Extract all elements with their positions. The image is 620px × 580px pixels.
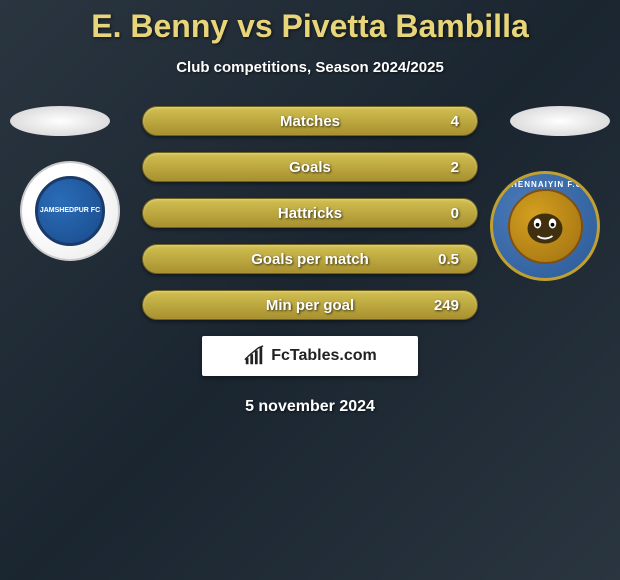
stat-label: Matches bbox=[280, 113, 340, 130]
brand-text: FcTables.com bbox=[271, 347, 377, 365]
stat-row: Goals per match 0.5 bbox=[142, 244, 478, 274]
brand-box[interactable]: FcTables.com bbox=[202, 336, 418, 376]
chart-icon bbox=[243, 345, 265, 367]
stat-row: Goals 2 bbox=[142, 152, 478, 182]
stat-label: Goals per match bbox=[251, 251, 369, 268]
club-logo-right-label: CHENNAIYIN F.C. bbox=[504, 180, 585, 189]
stat-value-right: 0.5 bbox=[438, 251, 459, 268]
stat-row: Matches 4 bbox=[142, 106, 478, 136]
mascot-icon bbox=[520, 201, 570, 251]
club-logo-right-inner bbox=[508, 189, 583, 264]
stat-row: Min per goal 249 bbox=[142, 290, 478, 320]
club-logo-right: CHENNAIYIN F.C. bbox=[490, 171, 600, 281]
stat-row: Hattricks 0 bbox=[142, 198, 478, 228]
club-logo-left: JAMSHEDPUR FC bbox=[20, 161, 120, 261]
stat-value-right: 4 bbox=[451, 113, 459, 130]
stat-label: Min per goal bbox=[266, 297, 354, 314]
player-avatar-right bbox=[510, 106, 610, 136]
date-text: 5 november 2024 bbox=[0, 398, 620, 416]
stat-value-right: 249 bbox=[434, 297, 459, 314]
page-subtitle: Club competitions, Season 2024/2025 bbox=[0, 59, 620, 76]
stat-label: Hattricks bbox=[278, 205, 342, 222]
stat-label: Goals bbox=[289, 159, 331, 176]
club-logo-left-label: JAMSHEDPUR FC bbox=[35, 176, 105, 246]
page-title: E. Benny vs Pivetta Bambilla bbox=[0, 0, 620, 45]
stat-value-right: 2 bbox=[451, 159, 459, 176]
stat-value-right: 0 bbox=[451, 205, 459, 222]
player-avatar-left bbox=[10, 106, 110, 136]
comparison-content: JAMSHEDPUR FC CHENNAIYIN F.C. Matches 4 … bbox=[0, 106, 620, 416]
stats-container: Matches 4 Goals 2 Hattricks 0 Goals per … bbox=[142, 106, 478, 320]
